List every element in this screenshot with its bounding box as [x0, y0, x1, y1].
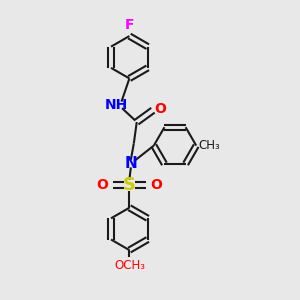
Text: OCH₃: OCH₃ — [114, 259, 145, 272]
Text: O: O — [151, 178, 163, 192]
Text: NH: NH — [104, 98, 128, 112]
Text: S: S — [123, 176, 136, 194]
Text: F: F — [124, 18, 134, 32]
Text: N: N — [124, 156, 137, 171]
Text: CH₃: CH₃ — [199, 139, 220, 152]
Text: O: O — [154, 102, 166, 116]
Text: O: O — [96, 178, 108, 192]
